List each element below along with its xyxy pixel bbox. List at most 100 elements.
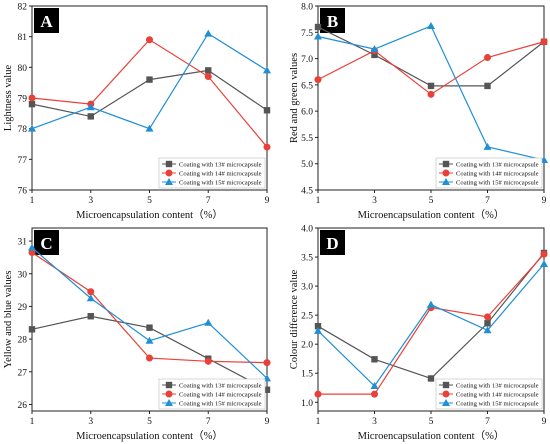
data-point xyxy=(483,326,492,334)
panel-label: A xyxy=(40,12,53,31)
y-tick-label: 81 xyxy=(18,33,28,43)
panel-label-box xyxy=(320,8,345,33)
data-point xyxy=(540,38,548,46)
legend-marker xyxy=(442,390,450,398)
data-point xyxy=(427,90,435,98)
legend-label: Coating with 15# microcapsule xyxy=(456,401,539,408)
y-tick-label: 27 xyxy=(18,368,28,378)
panel-label-box xyxy=(34,230,59,255)
y-tick-label: 5.0 xyxy=(301,160,313,170)
data-point xyxy=(145,124,154,132)
legend-marker xyxy=(165,178,173,185)
data-point xyxy=(484,313,491,321)
legend-label: Coating with 15# microcapsule xyxy=(456,180,539,187)
y-tick-label: 79 xyxy=(18,95,28,105)
x-axis-label: Microencapsulation content（%） xyxy=(358,430,505,442)
x-tick-label: 9 xyxy=(265,196,270,206)
panel-label: B xyxy=(327,12,338,31)
x-tick-label: 5 xyxy=(147,196,152,206)
x-axis-label: Microencapsulation content（%） xyxy=(358,209,505,221)
data-point xyxy=(146,354,153,362)
legend: Coating with 13# microcapsule Coating wit… xyxy=(158,157,266,189)
data-point xyxy=(146,36,153,44)
data-point xyxy=(371,390,378,398)
data-point xyxy=(204,318,213,326)
data-point xyxy=(314,390,322,398)
legend-marker xyxy=(165,169,173,177)
y-tick-label: 80 xyxy=(18,64,28,74)
legend-marker xyxy=(442,381,450,389)
legend-box xyxy=(435,157,543,189)
data-point xyxy=(28,124,36,132)
data-point xyxy=(28,243,36,251)
data-point xyxy=(540,260,548,268)
data-point xyxy=(370,382,379,390)
data-point xyxy=(146,324,153,331)
data-point xyxy=(314,322,322,330)
y-tick-label: 78 xyxy=(18,125,28,135)
data-point xyxy=(205,67,212,74)
y-tick-label: 2.0 xyxy=(301,341,313,351)
x-tick-label: 7 xyxy=(485,196,490,206)
y-tick-label: 3.5 xyxy=(301,254,313,264)
y-tick-label: 26 xyxy=(18,401,28,411)
y-tick-label: 28 xyxy=(18,336,28,346)
x-tick-label: 3 xyxy=(372,417,377,427)
y-tick-label: 5.5 xyxy=(301,134,313,144)
x-tick-label: 5 xyxy=(429,196,434,206)
data-point xyxy=(314,76,322,84)
data-point xyxy=(204,73,212,81)
legend: Coating with 13# microcapsule Coating wit… xyxy=(158,378,266,410)
legend-marker xyxy=(442,178,450,185)
legend-label: Coating with 15# microcapsule xyxy=(179,401,262,408)
x-tick-label: 5 xyxy=(429,417,434,427)
y-tick-label: 6.0 xyxy=(301,108,313,118)
chart-panel-b: 4.5 5.0 5.5 6.0 6.5 7.0 7.5 8.0 1 3 5 7 9 Microencaps… xyxy=(289,3,548,221)
x-tick-label: 1 xyxy=(316,417,321,427)
legend-marker xyxy=(165,381,173,389)
data-point xyxy=(86,294,95,302)
y-tick-label: 3.0 xyxy=(301,283,313,293)
data-point xyxy=(483,142,492,150)
legend-label: Coating with 14# microcapsule xyxy=(456,171,539,178)
y-axis-label: Yellow and blue values xyxy=(3,271,14,369)
data-point xyxy=(371,356,378,363)
x-axis-label: Microencapsulation content（%） xyxy=(76,209,223,221)
x-tick-label: 3 xyxy=(372,196,377,206)
y-tick-label: 77 xyxy=(18,156,28,166)
panel-label-box xyxy=(34,8,59,33)
panel-label-box xyxy=(320,230,345,255)
data-point xyxy=(314,23,322,31)
legend-marker xyxy=(442,399,450,406)
legend: Coating with 13# microcapsule Coating wit… xyxy=(435,157,543,189)
legend-label: Coating with 14# microcapsule xyxy=(456,392,539,399)
y-tick-label: 7.5 xyxy=(301,29,313,39)
chart-panel-d: 1.0 1.5 2.0 2.5 3.0 3.5 4.0 1 3 5 7 9 Microencapsula… xyxy=(289,225,548,442)
x-tick-label: 1 xyxy=(30,196,35,206)
data-point xyxy=(427,375,435,382)
x-tick-label: 1 xyxy=(30,417,35,427)
x-tick-label: 3 xyxy=(88,196,93,206)
data-point xyxy=(86,103,95,111)
data-point xyxy=(263,107,271,114)
y-tick-label: 1.0 xyxy=(301,399,313,409)
data-point xyxy=(370,45,379,53)
data-point xyxy=(484,320,491,327)
panel-label: C xyxy=(40,234,52,253)
y-tick-label: 31 xyxy=(18,238,28,248)
x-tick-label: 1 xyxy=(316,196,321,206)
y-tick-label: 4.0 xyxy=(301,225,313,235)
y-tick-label: 7.0 xyxy=(301,55,313,65)
data-point xyxy=(484,54,491,62)
legend: Coating with 13# microcapsule Coating wit… xyxy=(435,378,543,410)
y-axis-label: Colour difference value xyxy=(289,269,300,369)
y-tick-label: 8.0 xyxy=(301,3,313,13)
x-tick-label: 5 xyxy=(147,417,152,427)
legend-box xyxy=(435,378,543,410)
y-axis-label: Lightness value xyxy=(3,65,14,132)
data-point xyxy=(145,336,154,344)
data-point xyxy=(371,51,378,59)
data-point xyxy=(28,100,36,108)
x-tick-label: 9 xyxy=(542,196,547,206)
y-tick-label: 6.5 xyxy=(301,81,313,91)
